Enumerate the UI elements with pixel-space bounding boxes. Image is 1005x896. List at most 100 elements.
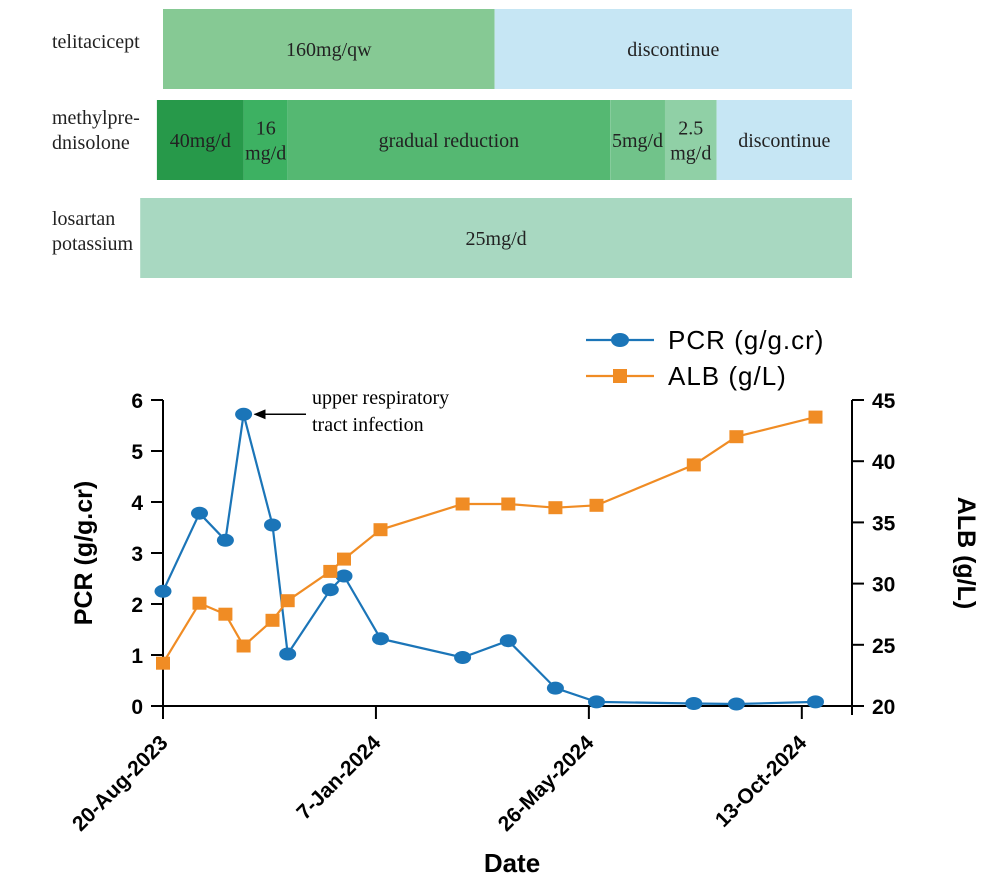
dose-label: 160mg/qw <box>286 39 372 61</box>
data-point <box>216 533 234 547</box>
series-pcr <box>154 407 824 711</box>
x-axis-title: Date <box>484 848 540 878</box>
dose-segment <box>610 100 665 180</box>
data-point <box>154 584 172 598</box>
series-line <box>162 416 816 664</box>
data-point <box>373 523 388 537</box>
treatment-timeline: telitacicept 160mg/qw discontinue methylpre… <box>52 9 852 278</box>
drug-name-label: telitacicept <box>52 31 140 53</box>
data-point <box>335 569 353 583</box>
dose-segment <box>163 9 495 89</box>
dose-segment <box>243 100 288 180</box>
data-point <box>235 407 253 421</box>
legend-marker <box>611 333 629 347</box>
data-point <box>455 497 470 511</box>
dose-segment <box>287 100 611 180</box>
dose-label: gradual reduction <box>379 130 520 152</box>
data-point <box>337 552 351 566</box>
data-point <box>191 506 208 520</box>
dose-label-line: gradual reduction <box>379 130 520 152</box>
annotation-text-line: tract infection <box>312 414 424 436</box>
left-tick-label: 4 <box>131 492 143 515</box>
drug-name-line: telitacicept <box>52 31 140 53</box>
drug-name-label: losartan potassium <box>52 208 134 255</box>
data-point <box>727 697 745 711</box>
dose-label-line: 2.5 <box>678 118 703 140</box>
left-tick-label: 1 <box>131 645 143 668</box>
data-point <box>501 497 516 511</box>
dose-label-line: 16 <box>256 118 276 140</box>
data-point <box>192 596 207 610</box>
data-point <box>264 518 281 532</box>
timeline-row: telitacicept 160mg/qw discontinue <box>52 9 852 89</box>
data-point <box>729 430 744 444</box>
data-point <box>546 681 564 695</box>
left-tick-label: 0 <box>131 696 143 719</box>
dose-label-line: discontinue <box>627 39 719 61</box>
drug-name-line: methylpre- <box>52 107 140 129</box>
drug-name-label: methylpre-dnisolone <box>52 107 140 154</box>
annotation-text-line: upper respiratory <box>312 387 449 409</box>
left-tick-label: 5 <box>131 441 143 464</box>
data-point <box>589 498 604 512</box>
data-point <box>686 458 701 472</box>
dose-segment <box>664 100 717 180</box>
drug-name-line: dnisolone <box>52 132 130 154</box>
dose-label-line: 40mg/d <box>170 130 231 152</box>
dose-label-line: 25mg/d <box>466 228 527 250</box>
left-axis-title: PCR (g/g.cr) <box>70 481 98 625</box>
x-tick-label: 13-Oct-2024 <box>711 731 812 832</box>
right-tick-label: 25 <box>872 635 896 658</box>
dose-label-line: 160mg/qw <box>286 39 372 61</box>
left-tick-label: 6 <box>131 390 143 413</box>
data-point <box>218 607 233 621</box>
data-point <box>279 647 297 661</box>
data-point <box>236 639 251 653</box>
right-tick-label: 20 <box>872 696 895 719</box>
dose-label: 25mg/d <box>466 228 527 250</box>
data-point <box>548 501 563 515</box>
drug-name-line: losartan <box>52 208 115 230</box>
data-point <box>280 594 295 608</box>
series-alb <box>156 410 823 670</box>
data-point <box>265 613 280 627</box>
dose-label: 40mg/d <box>170 130 231 152</box>
data-point <box>499 634 517 648</box>
dose-label-line: discontinue <box>738 130 830 152</box>
dose-segment <box>156 100 244 180</box>
legend: PCR (g/g.cr) ALB (g/L) <box>586 325 824 391</box>
drug-name-line: potassium <box>52 233 134 255</box>
legend-label: PCR (g/g.cr) <box>668 325 824 355</box>
legend-label: ALB (g/L) <box>668 361 787 391</box>
x-tick-label: 26-May-2024 <box>494 731 599 836</box>
data-point <box>372 632 389 646</box>
left-tick-label: 3 <box>131 543 143 566</box>
dose-label: 16 mg/d <box>245 118 286 165</box>
x-tick-label: 7-Jan-2024 <box>292 731 385 824</box>
dose-label-line: mg/d <box>245 143 286 165</box>
right-tick-label: 40 <box>872 451 895 474</box>
data-point <box>454 651 472 664</box>
dose-segment <box>494 9 852 89</box>
right-tick-label: 30 <box>872 574 895 597</box>
data-point <box>323 564 338 578</box>
data-point <box>807 695 824 709</box>
x-tick-label: 20-Aug-2023 <box>68 731 173 836</box>
data-point <box>685 697 703 710</box>
series-line <box>162 414 816 706</box>
dose-label-line: 5mg/d <box>612 130 663 152</box>
dose-segment <box>140 198 852 278</box>
right-tick-label: 35 <box>872 512 896 535</box>
right-tick-label: 45 <box>872 390 896 413</box>
annotation-text: upper respiratory tract infection <box>312 387 449 436</box>
dose-segment <box>716 100 852 180</box>
dose-label: discontinue <box>738 130 830 152</box>
data-point <box>808 410 823 424</box>
dose-label-line: mg/d <box>670 143 711 165</box>
left-tick-label: 2 <box>131 594 143 617</box>
legend-marker <box>613 369 627 383</box>
data-point <box>156 656 170 670</box>
